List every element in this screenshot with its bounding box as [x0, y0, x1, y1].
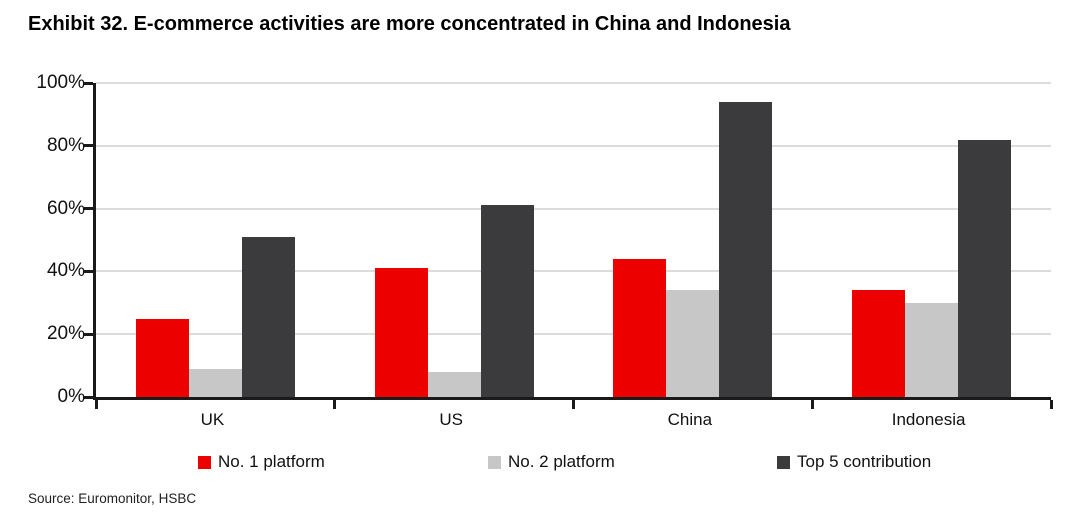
bar-group-us — [335, 83, 574, 397]
y-axis-label-80: 80% — [46, 134, 85, 156]
bar-groups — [96, 83, 1051, 397]
x-tick-2 — [572, 400, 575, 409]
gridline-20 — [96, 333, 1051, 336]
y-tick-80 — [84, 144, 93, 148]
bar-china-no-2-platform — [666, 290, 720, 397]
x-axis-label-uk: UK — [200, 410, 225, 429]
x-axis-label-indonesia: Indonesia — [891, 410, 966, 429]
chart-title: Exhibit 32. E-commerce activities are mo… — [28, 13, 791, 35]
gridline-40 — [96, 270, 1051, 273]
gridline-80 — [96, 144, 1051, 147]
y-axis-labels: 100% 80% 60% 40% 20% 0% — [0, 72, 85, 407]
y-tick-20 — [84, 332, 93, 336]
legend-swatch-icon — [198, 455, 211, 469]
y-axis-label-100: 100% — [36, 72, 85, 93]
bar-uk-no-1-platform — [135, 318, 189, 397]
y-tick-60 — [84, 207, 93, 211]
y-tick-40 — [84, 269, 93, 273]
bar-group-indonesia — [812, 83, 1051, 397]
legend-item-top-5-contribution: Top 5 contribution — [777, 452, 931, 472]
bar-uk-no-2-platform — [188, 368, 242, 397]
bar-uk-top-5-contribution — [241, 236, 295, 397]
source-note: Source: Euromonitor, HSBC — [28, 491, 197, 506]
y-axis-label-0: 0% — [57, 386, 85, 407]
x-tick-3 — [810, 400, 814, 409]
bar-group-china — [574, 83, 813, 397]
x-tick-4 — [1049, 400, 1053, 409]
bar-group-uk — [96, 83, 335, 397]
x-axis-labels: UK US China Indonesia — [93, 410, 1048, 430]
gridline-100 — [96, 82, 1051, 84]
legend-swatch-icon — [488, 455, 501, 469]
legend-label: No. 2 platform — [508, 452, 615, 471]
x-tick-1 — [333, 400, 337, 409]
x-axis-label-us: US — [439, 410, 463, 429]
y-axis-label-60: 60% — [46, 197, 85, 219]
bar-china-no-1-platform — [613, 258, 667, 397]
bar-us-top-5-contribution — [480, 205, 534, 397]
legend-item-no-2-platform: No. 2 platform — [488, 452, 615, 472]
legend-label: No. 1 platform — [218, 452, 325, 471]
y-axis-label-40: 40% — [46, 260, 85, 282]
x-tick-0 — [94, 400, 98, 409]
legend-label: Top 5 contribution — [797, 452, 932, 471]
bar-indonesia-no-2-platform — [905, 302, 959, 397]
legend-swatch-icon — [777, 455, 790, 469]
bar-indonesia-no-1-platform — [852, 290, 906, 397]
plot-area — [84, 81, 1053, 409]
y-tick-100 — [84, 81, 93, 85]
bar-indonesia-top-5-contribution — [958, 139, 1012, 397]
legend-item-no-1-platform: No. 1 platform — [198, 452, 325, 472]
bar-us-no-2-platform — [427, 371, 481, 397]
x-axis-label-china: China — [667, 410, 713, 429]
y-axis-label-20: 20% — [46, 323, 85, 345]
gridline-60 — [96, 207, 1051, 210]
y-tick-0 — [84, 395, 93, 399]
bar-china-top-5-contribution — [719, 101, 773, 397]
bar-us-no-1-platform — [374, 268, 428, 397]
